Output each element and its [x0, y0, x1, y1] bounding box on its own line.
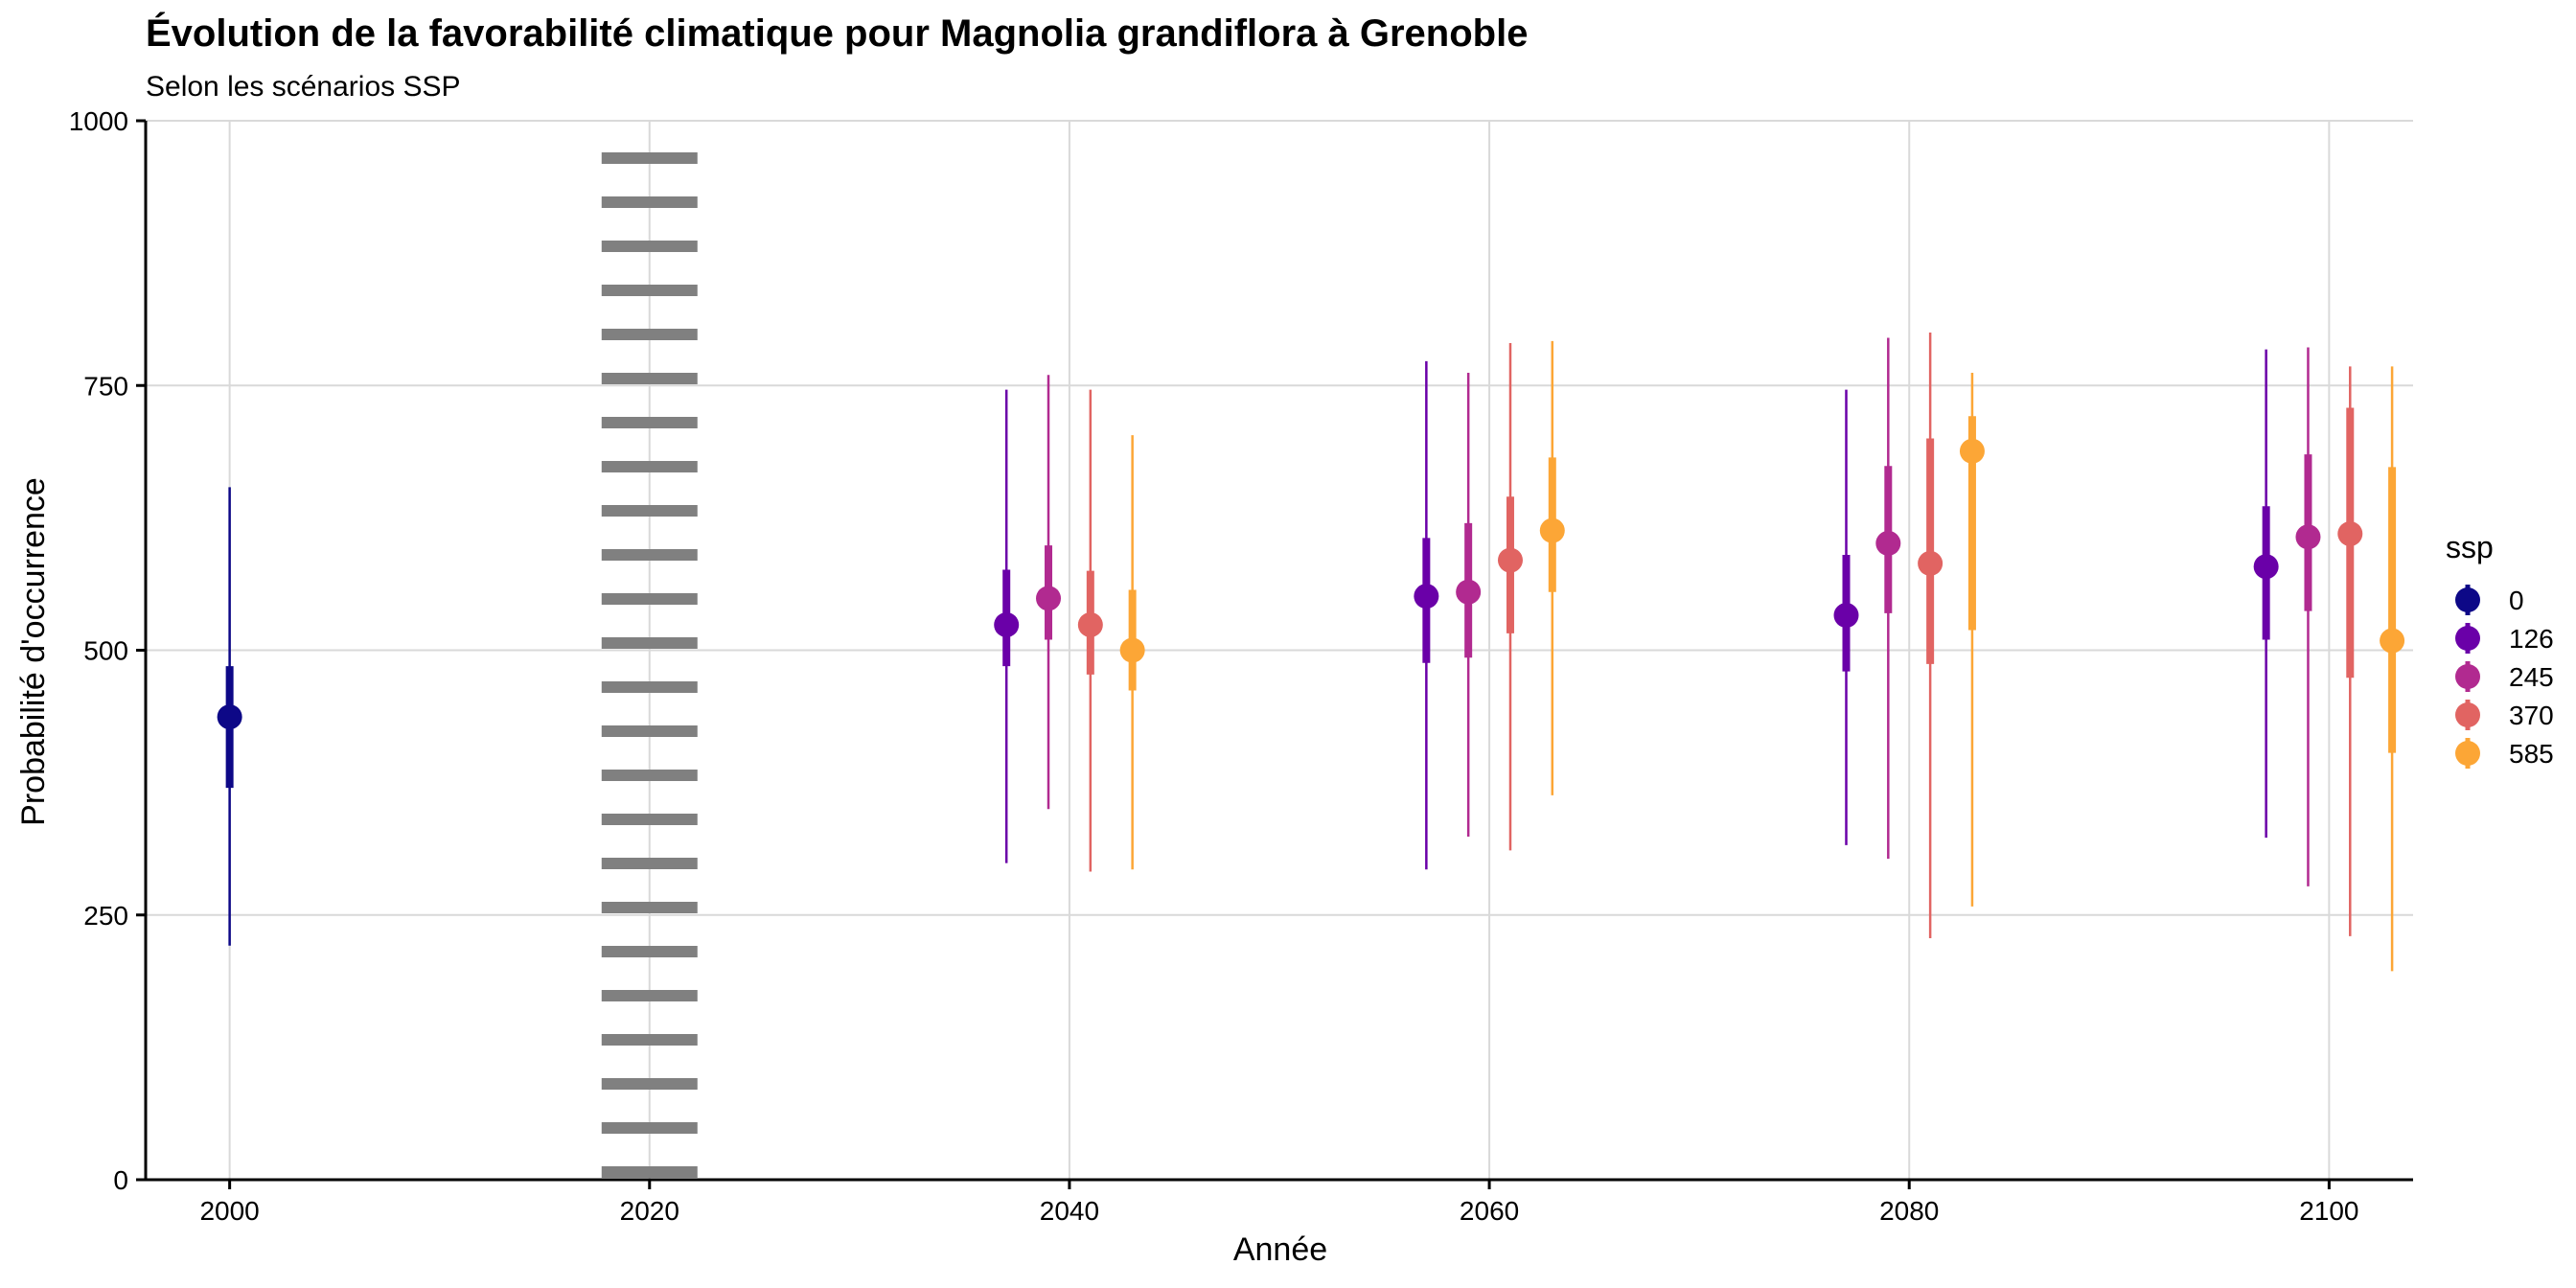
gridlines	[146, 120, 2413, 1180]
legend-label: 245	[2509, 662, 2554, 692]
legend-item-585: 585	[2455, 738, 2554, 769]
data-point	[1077, 611, 1103, 637]
x-axis-title: Année	[1233, 1231, 1327, 1268]
legend-key-point	[2455, 741, 2480, 766]
legend-title: ssp	[2446, 530, 2494, 564]
data-point	[1119, 637, 1145, 663]
x-tick-label: 2100	[2299, 1196, 2358, 1226]
y-tick-label: 0	[113, 1165, 128, 1195]
series-245	[1036, 337, 2321, 886]
data-point	[2380, 628, 2405, 654]
data-point	[217, 704, 242, 730]
legend-key-point	[2455, 664, 2480, 689]
legend-item-245: 245	[2455, 661, 2554, 692]
legend-key-point	[2455, 626, 2480, 651]
data-point	[1539, 518, 1565, 543]
data-point	[1456, 579, 1482, 605]
legend-label: 370	[2509, 701, 2554, 730]
data-point	[1414, 584, 1439, 610]
data-point	[2337, 520, 2363, 546]
legend-item-126: 126	[2455, 623, 2554, 654]
legend-item-370: 370	[2455, 700, 2554, 730]
data-point	[1833, 603, 1859, 629]
data-point	[1036, 586, 1062, 611]
tick-labels: 2000 2020 2040 2060 2080 2100 0 250 500 750 1000	[69, 106, 2359, 1226]
legend-key-point	[2455, 587, 2480, 612]
series-0	[217, 487, 242, 946]
series-585	[1119, 340, 2405, 972]
legend-label: 0	[2509, 586, 2524, 615]
y-tick-label: 750	[83, 371, 128, 401]
chart-title: Évolution de la favorabilité climatique …	[146, 12, 1528, 55]
x-tick-label: 2060	[1460, 1196, 1519, 1226]
data-point	[1497, 547, 1523, 573]
legend-key-point	[2455, 702, 2480, 727]
data-point	[994, 611, 1020, 637]
data-point	[1875, 530, 1901, 556]
legend-label: 585	[2509, 739, 2554, 769]
legend: ssp 0 126 245 370 585	[2446, 530, 2554, 769]
series-126	[994, 349, 2279, 870]
x-tick-label: 2080	[1879, 1196, 1939, 1226]
chart-subtitle: Selon les scénarios SSP	[146, 71, 461, 103]
y-axis-title: Probabilité d'occurrence	[15, 477, 52, 826]
x-tick-label: 2000	[199, 1196, 259, 1226]
x-tick-label: 2040	[1040, 1196, 1099, 1226]
y-tick-label: 500	[83, 636, 128, 666]
series-370	[1077, 333, 2363, 939]
y-tick-label: 1000	[69, 106, 128, 136]
y-tick-label: 250	[83, 901, 128, 931]
x-tick-label: 2020	[620, 1196, 679, 1226]
data-point	[1959, 438, 1985, 464]
data-point	[2253, 554, 2279, 580]
data-point	[1918, 550, 1944, 576]
data-point	[2295, 524, 2321, 550]
legend-label: 126	[2509, 624, 2554, 654]
legend-item-0: 0	[2455, 585, 2524, 615]
data-marks	[217, 333, 2405, 972]
